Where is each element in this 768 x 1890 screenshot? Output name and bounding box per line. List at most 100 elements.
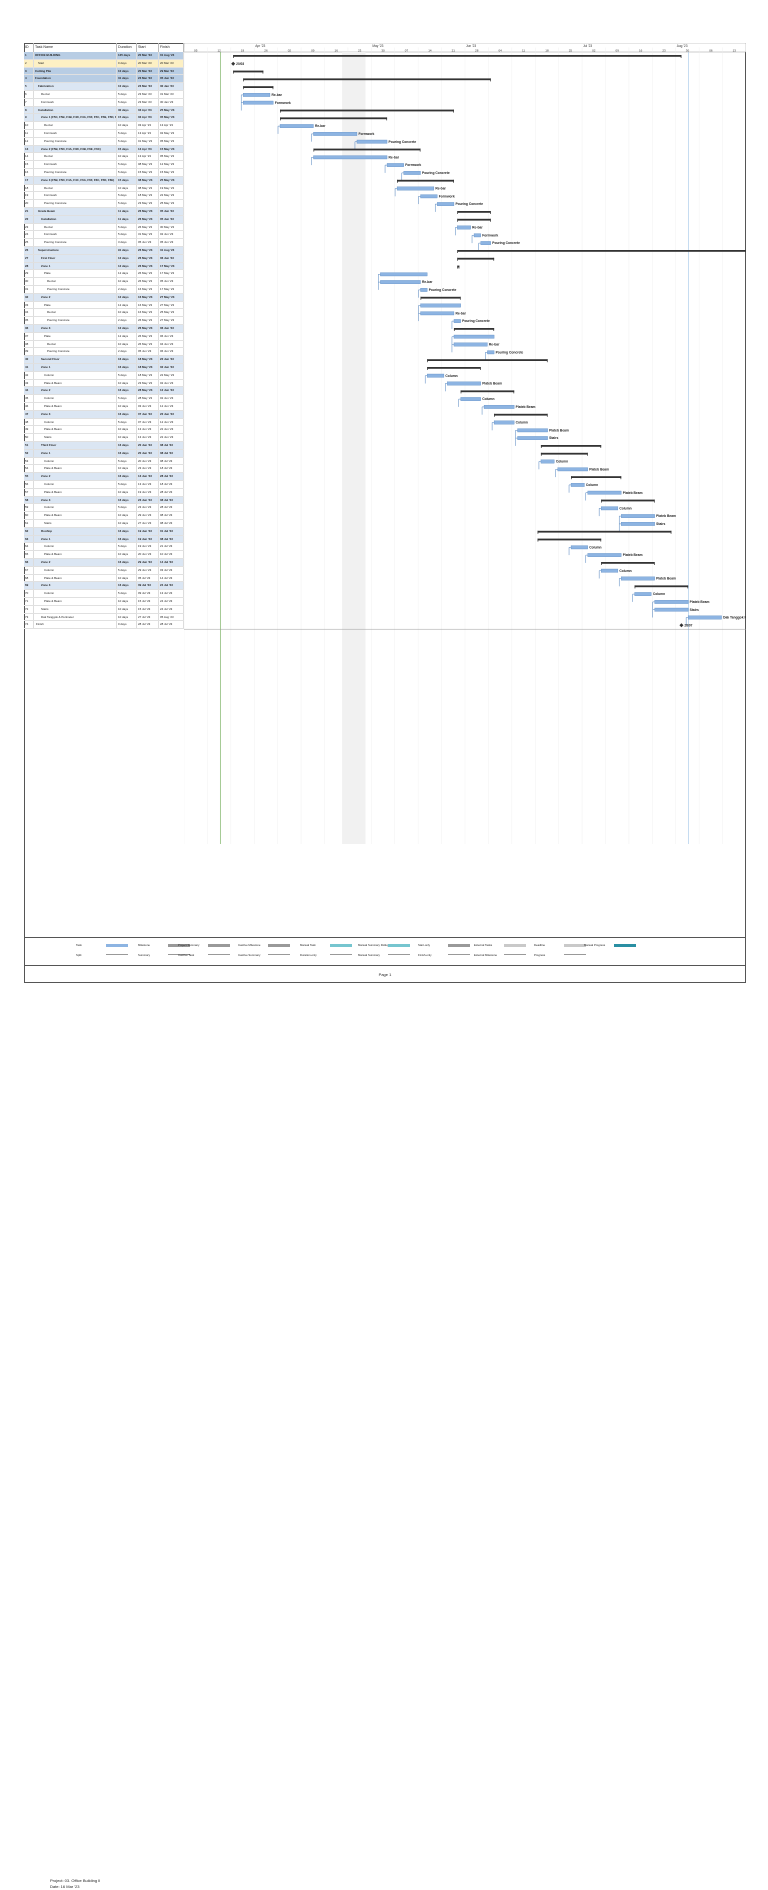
table-row[interactable]: 8 Installation 30 days 03 Apr '23 25 May '23 (24, 106, 184, 115)
table-row[interactable]: 71 Plate & Beam 10 days 15 Jul '23 24 Jul '2… (24, 598, 184, 606)
table-row[interactable]: 48 Column 5 days 07 Jun '23 12 Jun '23 (24, 418, 184, 427)
dependency-link (378, 274, 381, 283)
table-row[interactable]: 47 Zone 3 16 days 07 Jun '23 22 Jun '23 (24, 410, 184, 419)
table-row[interactable]: 14 Re-bar 10 days 13 Apr '23 05 May '23 (24, 153, 184, 162)
cell-id: 7 (24, 98, 34, 106)
table-row[interactable]: 67 Column 5 days 29 Jun '23 03 Jul '23 (24, 566, 184, 575)
table-row[interactable]: 23 Re-bar 5 days 26 May '23 30 May '23 (24, 223, 184, 232)
table-row[interactable]: 61 Stairs 10 days 27 Jun '23 08 Jul '23 (24, 520, 184, 528)
cell-start: 15 Jul '23 (137, 598, 159, 605)
table-row[interactable]: 54 Plate & Beam 10 days 23 Jun '23 18 Jul '2… (24, 465, 184, 474)
table-row[interactable]: 69 Zone 3 16 days 09 Jul '23 24 Jul '23 (24, 582, 184, 591)
table-row[interactable]: 20 Pouring Concrete 5 days 23 May '23 25 May… (24, 200, 184, 208)
table-row[interactable]: 49 Plate & Beam 10 days 13 Jun '23 22 Jun '2… (24, 426, 184, 435)
table-row[interactable]: 28 Zone 1 12 days 26 May '23 17 May '23 (24, 262, 184, 271)
table-row[interactable]: 40 Second Floor 16 days 18 May '23 22 Jun '2… (24, 356, 184, 364)
cell-name: Zone 1 (34, 262, 117, 270)
table-row[interactable]: 19 Formwork 5 days 18 May '23 22 May '23 (24, 192, 184, 201)
table-row[interactable]: 59 Column 5 days 23 Jun '23 28 Jul '23 (24, 504, 184, 513)
table-row[interactable]: 16 Pouring Concrete 5 days 15 May '23 15 May… (24, 169, 184, 177)
table-row[interactable]: 30 Re-bar 10 days 26 May '23 05 Jun '23 (24, 278, 184, 286)
cell-id: 71 (24, 598, 34, 605)
legend-item: Inactive Task (178, 953, 195, 957)
table-row[interactable]: 1 OFFICE BUILDING 125 days 20 Mar '23 01 Aug… (24, 52, 184, 60)
table-row[interactable]: 74 Finish 0 days 28 Jul '23 28 Jul '23 (24, 621, 184, 630)
column-header-finish[interactable]: Finish (159, 43, 184, 52)
table-row[interactable]: 36 Zone 3 12 days 26 May '23 06 Jun '23 (24, 325, 184, 333)
table-row[interactable]: 17 Zone 3 (F5B, F5D, F4A, F4C, F6A, F6F, … (24, 176, 184, 185)
cell-finish: 22 Jun '23 (159, 434, 184, 441)
table-row[interactable]: 73 Dak Tanggok & Perimeter 10 days 27 Jul '… (24, 613, 184, 622)
column-header-start[interactable]: Start (137, 43, 159, 52)
table-row[interactable]: 58 Zone 3 16 days 23 Jun '23 08 Jul '23 (24, 496, 184, 505)
table-row[interactable]: 68 Plate & Beam 10 days 05 Jul '23 14 Jul '2… (24, 574, 184, 583)
table-row[interactable]: 64 Column 5 days 19 Jun '23 21 Jul '23 (24, 543, 184, 552)
table-row[interactable]: 63 Zone 1 16 days 19 Jun '23 08 Jul '23 (24, 535, 184, 544)
table-row[interactable]: 4 Foundation 31 days 23 Mar '23 05 Jun '23 (24, 75, 184, 84)
table-row[interactable]: 44 Zone 2 16 days 28 May '23 12 Jun '23 (24, 387, 184, 396)
table-row[interactable]: 2 Start 0 days 20 Mar '23 20 Mar '23 (24, 59, 184, 68)
table-row[interactable]: 66 Zone 2 16 days 29 Jun '23 14 Jul '23 (24, 559, 184, 567)
cell-finish: 06 Jun '23 (159, 254, 184, 262)
cell-duration: 16 days (117, 364, 137, 371)
table-row[interactable]: 50 Stairs 10 days 13 Jun '23 22 Jun '23 (24, 434, 184, 442)
table-row[interactable]: 15 Formwork 5 days 08 May '23 12 May '23 (24, 161, 184, 169)
table-row[interactable]: 5 Fabrication 10 days 23 Mar '23 30 Jan '23 (24, 83, 184, 91)
cell-finish: 28 Jul '23 (159, 488, 184, 496)
cell-start: 18 May '23 (137, 371, 159, 379)
table-row[interactable]: 7 Formwork 5 days 23 Mar '23 30 Jan '23 (24, 98, 184, 107)
table-row[interactable]: 31 Pouring Concrete 2 days 16 May '23 17 May… (24, 286, 184, 294)
table-row[interactable]: 3 Cutting Pile 10 days 20 Mar '23 29 Mar '23 (24, 67, 184, 76)
table-row[interactable]: 32 Zone 2 12 days 16 May '23 27 May '23 (24, 293, 184, 302)
cell-finish: 28 Jul '23 (159, 504, 184, 512)
cell-name: First Floor (34, 254, 117, 262)
cell-id: 4 (24, 75, 34, 83)
column-header-id[interactable]: ID (24, 43, 34, 52)
table-row[interactable]: 42 Column 5 days 18 May '23 22 May '23 (24, 371, 184, 380)
table-row[interactable]: 65 Plate & Beam 10 days 20 Jun '23 10 Jul '2… (24, 551, 184, 559)
table-row[interactable]: 18 Re-bar 10 days 08 May '23 19 May '23 (24, 184, 184, 193)
cell-duration: 12 days (117, 262, 137, 270)
table-row[interactable]: 56 Column 5 days 13 Jun '23 18 Jul '23 (24, 481, 184, 489)
table-row[interactable]: 33 Plate 12 days 16 May '23 27 May '23 (24, 301, 184, 310)
table-row[interactable]: 25 Pouring Concrete 3 days 05 Jun '23 05 Jun… (24, 239, 184, 247)
table-row[interactable]: 29 Plate 12 days 26 May '23 17 May '23 (24, 270, 184, 279)
table-row[interactable]: 37 Plate 12 days 26 May '23 06 Jun '23 (24, 332, 184, 341)
table-row[interactable]: 62 Rooftop 16 days 19 Jun '23 01 Jul '23 (24, 527, 184, 536)
summary-bar-cap (280, 117, 281, 121)
table-row[interactable]: 22 Installation 11 days 26 May '23 05 Jun '2… (24, 215, 184, 224)
table-row[interactable]: 27 First Floor 12 days 26 May '23 06 Jun '23 (24, 254, 184, 263)
table-row[interactable]: 53 Column 5 days 20 Jun '23 08 Jul '23 (24, 457, 184, 466)
table-row[interactable]: 51 Third Floor 16 days 20 Jun '23 08 Jul '23 (24, 442, 184, 450)
table-row[interactable]: 45 Column 5 days 28 May '23 02 Jun '23 (24, 395, 184, 403)
table-row[interactable]: 21 Grade Beam 11 days 26 May '23 05 Jun '23 (24, 208, 184, 216)
dependency-link (311, 157, 314, 166)
table-row[interactable]: 57 Plate & Beam 10 days 19 Jun '23 28 Jul '2… (24, 488, 184, 497)
table-row[interactable]: 38 Re-bar 10 days 26 May '23 04 Jun '23 (24, 340, 184, 349)
cell-name: Plate (34, 332, 117, 340)
table-row[interactable]: 26 Superstructure 91 days 26 May '23 31 Aug … (24, 247, 184, 255)
table-row[interactable]: 41 Zone 1 16 days 18 May '23 02 Jun '23 (24, 364, 184, 372)
table-row[interactable]: 60 Plate & Beam 10 days 29 Jun '23 08 Jul '2… (24, 512, 184, 520)
column-header-duration[interactable]: Duration (117, 43, 137, 52)
table-row[interactable]: 43 Plate & Beam 10 days 23 May '23 02 Jun '2… (24, 379, 184, 388)
table-row[interactable]: 11 Formwork 5 days 13 Apr '23 02 May '23 (24, 130, 184, 138)
summary-bar-cap (537, 530, 539, 534)
cell-duration: 10 days (117, 340, 137, 348)
table-row[interactable]: 35 Pouring Concrete 2 days 26 May '23 27 May… (24, 317, 184, 325)
table-row[interactable]: 13 Zone 2 (F5B, F5D, F4A, F3D, F3B, F6E, … (24, 145, 184, 154)
table-row[interactable]: 46 Plate & Beam 10 days 03 Jun '23 12 Jun '2… (24, 403, 184, 411)
table-row[interactable]: 39 Pouring Concrete 2 days 05 Jun '23 06 Jun… (24, 348, 184, 357)
table-row[interactable]: 34 Re-bar 10 days 16 May '23 25 May '23 (24, 309, 184, 318)
column-header-name[interactable]: Task Name (34, 43, 117, 52)
table-row[interactable]: 55 Zone 2 16 days 13 Jun '23 28 Jul '23 (24, 473, 184, 481)
table-row[interactable]: 12 Pouring Concrete 5 days 01 May '23 05 May… (24, 137, 184, 146)
table-row[interactable]: 6 Re-bar 5 days 23 Mar '23 31 Mar '23 (24, 91, 184, 99)
table-row[interactable]: 9 Zone 1 (F5C, F5B, F4B, F4D, F3A, F6F, F… (24, 114, 184, 123)
table-row[interactable]: 10 Re-bar 10 days 03 Apr '23 13 Apr '23 (24, 122, 184, 130)
table-row[interactable]: 70 Column 5 days 09 Jul '23 13 Jul '23 (24, 590, 184, 598)
table-row[interactable]: 52 Zone 1 16 days 20 Jun '23 08 Jul '23 (24, 449, 184, 458)
table-row[interactable]: 24 Formwork 5 days 31 May '23 02 Jun '23 (24, 231, 184, 240)
table-row[interactable]: 72 Stairs 10 days 15 Jul '23 24 Jul '23 (24, 605, 184, 614)
cell-name: Zone 2 (F5B, F5D, F4A, F3D, F3B, F6E, F6… (34, 145, 117, 153)
